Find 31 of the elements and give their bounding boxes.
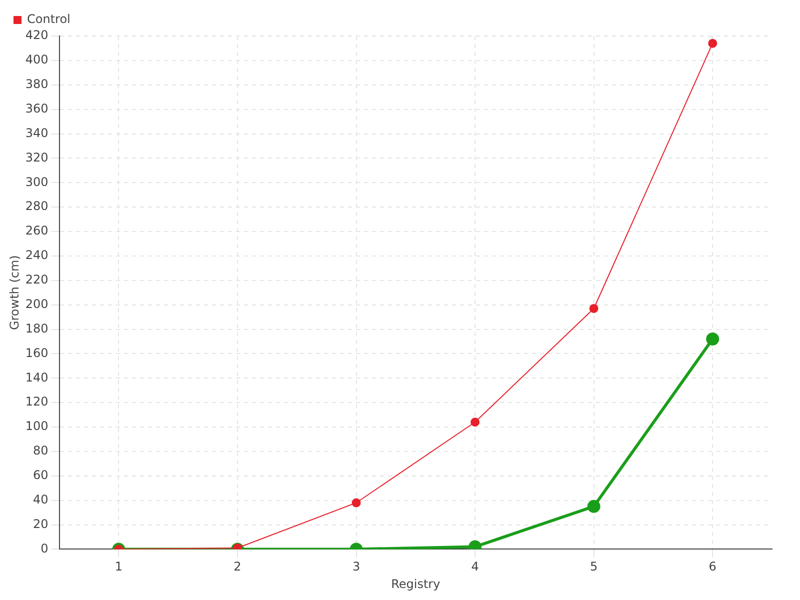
y-tick-label: 120	[25, 394, 48, 409]
y-tick-label: 240	[25, 248, 48, 262]
y-tick-label: 160	[25, 346, 48, 360]
y-tick-label: 220	[25, 272, 48, 287]
y-tick-label: 380	[25, 77, 48, 91]
x-tick-label: 5	[590, 560, 598, 574]
y-tick-label: 0	[40, 541, 48, 556]
y-tick-label: 60	[33, 468, 48, 482]
y-tick-label: 20	[33, 516, 48, 531]
y-tick-label: 180	[25, 321, 48, 336]
y-tick-label: 420	[25, 28, 48, 42]
y-tick-label: 360	[25, 101, 48, 116]
legend-label: Control	[27, 12, 70, 26]
y-tick-label: 80	[33, 444, 48, 458]
x-axis-title: Registry	[391, 576, 440, 591]
y-tick-label: 320	[25, 150, 48, 164]
y-tick-label: 40	[33, 492, 48, 506]
x-tick-label: 3	[352, 560, 360, 574]
y-axis-title: Growth (cm)	[7, 255, 22, 330]
x-tick-label: 2	[234, 560, 242, 574]
y-tick-label: 340	[25, 126, 48, 140]
y-tick-label: 260	[25, 224, 48, 238]
y-tick-label: 140	[25, 370, 48, 384]
x-tick-label: 4	[471, 560, 479, 574]
y-tick-label: 300	[25, 174, 48, 189]
y-tick-label: 400	[25, 52, 48, 67]
y-tick-label: 280	[25, 199, 48, 214]
x-tick-label: 1	[114, 560, 123, 574]
y-tick-label: 200	[25, 296, 48, 311]
x-tick-label: 6	[708, 560, 716, 574]
y-tick-label: 100	[25, 419, 48, 434]
